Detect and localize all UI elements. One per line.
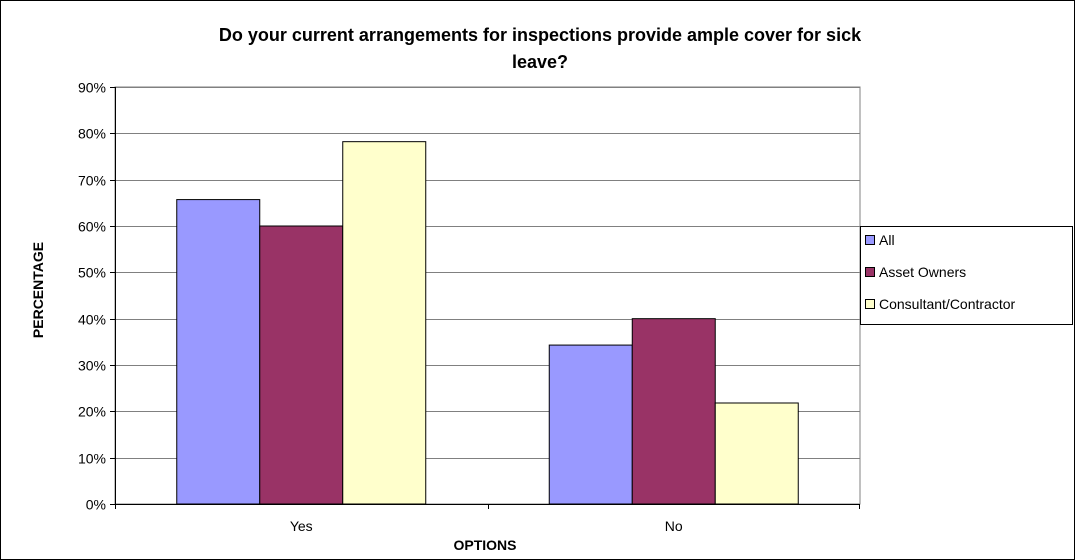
- legend-label: Asset Owners: [879, 264, 966, 280]
- chart-title-line-1: Do your current arrangements for inspect…: [219, 25, 862, 45]
- plot-area: 0% 10% 20% 30% 40% 50% 60% 70% 80% 90% Yes No: [78, 80, 861, 534]
- legend-swatch: [865, 267, 875, 277]
- legend-label: Consultant/Contractor: [879, 296, 1016, 312]
- y-tick-label: 50%: [78, 265, 106, 281]
- bar-consultant-contractor-yes: [342, 141, 427, 505]
- y-tick-label: 80%: [78, 126, 106, 142]
- y-tick-label: 10%: [78, 451, 106, 467]
- bar-consultant-contractor-no: [714, 402, 799, 505]
- y-tick-label: 20%: [78, 404, 106, 420]
- x-tick-label: Yes: [290, 518, 313, 534]
- y-tick-label: 60%: [78, 219, 106, 235]
- legend: All Asset Owners Consultant/Contractor: [860, 226, 1073, 325]
- legend-label: All: [879, 232, 895, 248]
- y-axis-title: PERCENTAGE: [30, 242, 46, 338]
- bar-asset-owners-yes: [259, 225, 344, 505]
- chart-title-line-2: leave?: [512, 52, 568, 72]
- y-tick-label: 30%: [78, 358, 106, 374]
- y-tick-label: 90%: [78, 80, 106, 96]
- legend-swatch: [865, 235, 875, 245]
- legend-box: [860, 226, 1073, 325]
- x-tick-label: No: [665, 518, 683, 534]
- bar-asset-owners-no: [631, 318, 716, 505]
- y-tick-label: 70%: [78, 173, 106, 189]
- legend-swatch: [865, 299, 875, 309]
- bar-all-yes: [176, 199, 261, 505]
- x-axis-title: OPTIONS: [453, 537, 516, 553]
- y-tick-label: 0%: [86, 497, 106, 513]
- y-tick-label: 40%: [78, 312, 106, 328]
- bar-all-no: [548, 344, 633, 505]
